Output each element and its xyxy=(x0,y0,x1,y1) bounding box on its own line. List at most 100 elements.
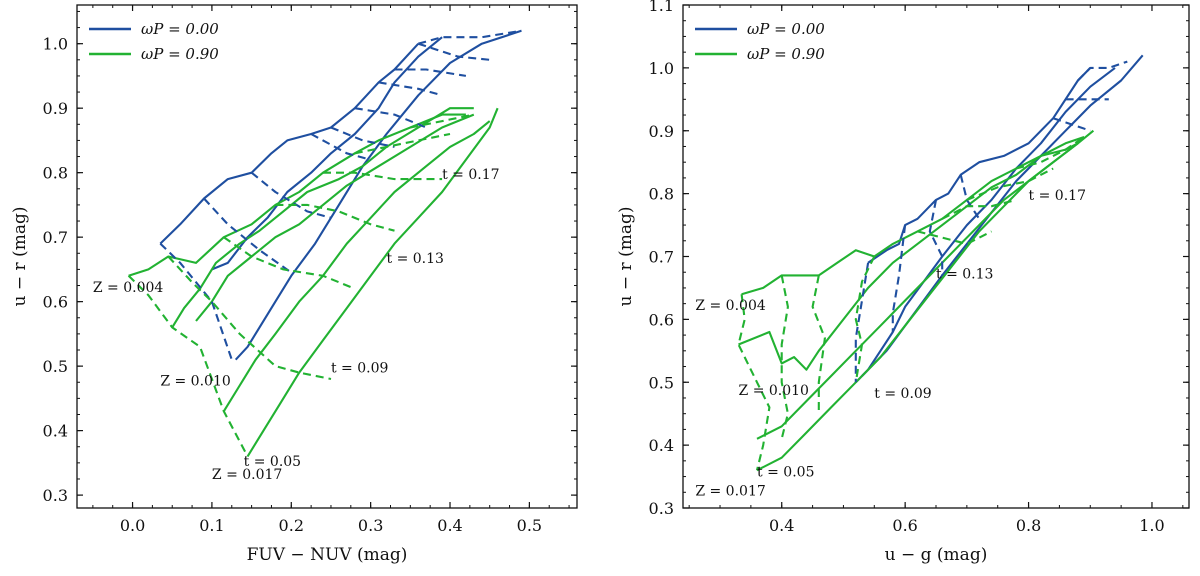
left-y-tick-label: 0.8 xyxy=(43,164,68,183)
left-x-tick-label: 0.4 xyxy=(437,516,462,535)
right-series-line-10 xyxy=(959,174,981,220)
left-series-line-23 xyxy=(354,132,451,155)
right-series-line-13 xyxy=(1077,60,1128,82)
left-series-group xyxy=(127,29,522,457)
right-series-line-5 xyxy=(756,129,1095,472)
right-annotation: t = 0.13 xyxy=(936,267,993,283)
right-y-tick-label: 0.3 xyxy=(649,499,674,518)
left-series-line-19 xyxy=(167,255,332,381)
left-series-line-12 xyxy=(330,126,395,148)
left-annotation: Z = 0.017 xyxy=(212,467,282,483)
left-legend: ωP = 0.00 ωP = 0.90 xyxy=(89,20,219,63)
left-annotation: t = 0.13 xyxy=(387,251,444,267)
right-annotation: t = 0.05 xyxy=(757,465,814,481)
right-y-axis-label: u − r (mag) xyxy=(616,207,636,307)
right-y-tick-label: 1.0 xyxy=(649,59,674,78)
right-series-line-1 xyxy=(855,67,1116,384)
left-series-line-13 xyxy=(354,107,427,129)
right-annotation: Z = 0.004 xyxy=(695,298,766,314)
right-y-tick-label: 1.1 xyxy=(649,0,674,15)
left-y-tick-label: 0.9 xyxy=(43,99,68,118)
left-x-tick-label: 0.0 xyxy=(120,516,145,535)
left-y-tick-label: 0.5 xyxy=(43,357,68,376)
right-annotation: Z = 0.010 xyxy=(739,383,809,399)
left-series-line-22 xyxy=(323,171,443,181)
left-annotation: Z = 0.010 xyxy=(160,373,230,389)
left-annotation: t = 0.05 xyxy=(244,454,301,470)
left-series-line-21 xyxy=(275,203,395,232)
right-series-line-15 xyxy=(780,275,789,440)
left-y-axis-label: u − r (mag) xyxy=(10,207,30,307)
left-x-tick-label: 0.1 xyxy=(199,516,224,535)
right-series-line-7 xyxy=(854,262,870,383)
left-legend-label: ωP = 0.90 xyxy=(141,45,219,63)
left-panel: 0.0 0.1 0.2 0.3 0.4 0.5 0.3 0.4 0.5 0.6 0.7 0.8 0.9 1… xyxy=(10,4,578,565)
right-series-line-3 xyxy=(741,142,1079,296)
right-series-line-16 xyxy=(811,275,826,414)
left-series-line-20 xyxy=(223,236,356,290)
right-x-tick-label: 0.8 xyxy=(1016,516,1041,535)
left-series-line-14 xyxy=(378,81,443,97)
left-series-line-5 xyxy=(246,107,499,457)
right-series-line-11 xyxy=(1052,117,1091,132)
right-legend-label: ωP = 0.00 xyxy=(747,20,825,38)
left-x-tick-label: 0.2 xyxy=(279,516,304,535)
left-series-line-1 xyxy=(211,36,443,271)
right-annotation: t = 0.09 xyxy=(874,386,931,402)
right-legend: ωP = 0.00 ωP = 0.90 xyxy=(695,20,825,63)
right-series-line-8 xyxy=(891,224,907,332)
left-legend-label: ωP = 0.00 xyxy=(141,20,219,38)
left-series-line-6 xyxy=(195,113,475,322)
left-series-line-10 xyxy=(250,171,332,219)
left-series-line-9 xyxy=(203,197,292,274)
right-series-line-9 xyxy=(928,199,944,276)
right-x-tick-label: 1.0 xyxy=(1139,516,1164,535)
left-y-tick-label: 0.4 xyxy=(43,422,68,441)
left-x-tick-label: 0.3 xyxy=(358,516,383,535)
left-x-axis-label: FUV − NUV (mag) xyxy=(247,545,408,565)
left-annotation: t = 0.09 xyxy=(331,361,388,377)
right-series-line-6 xyxy=(756,142,1079,440)
right-series-line-17 xyxy=(854,256,876,383)
left-series-line-16 xyxy=(417,42,490,61)
left-axes-frame xyxy=(76,4,578,509)
right-series-line-14 xyxy=(737,294,771,471)
right-series-line-4 xyxy=(738,136,1085,371)
right-annotation: t = 0.17 xyxy=(1029,188,1086,204)
right-series-group xyxy=(737,54,1144,472)
left-series-line-4 xyxy=(171,107,474,328)
left-series-line-24 xyxy=(410,113,475,129)
right-y-tick-label: 0.4 xyxy=(649,436,674,455)
right-x-tick-label: 0.4 xyxy=(769,516,794,535)
right-y-tick-label: 0.6 xyxy=(649,310,674,329)
right-series-line-0 xyxy=(867,67,1092,264)
left-series-line-7 xyxy=(222,120,491,412)
right-y-tick-label: 0.9 xyxy=(649,122,674,141)
right-y-tick-label: 0.5 xyxy=(649,373,674,392)
right-x-tick-label: 0.6 xyxy=(892,516,917,535)
left-series-line-18 xyxy=(127,275,249,457)
right-x-axis-label: u − g (mag) xyxy=(885,545,988,565)
right-series-line-21 xyxy=(1015,136,1085,170)
left-series-line-15 xyxy=(394,68,467,77)
left-annotation: t = 0.17 xyxy=(442,167,499,183)
left-y-tick-label: 0.3 xyxy=(43,486,68,505)
left-series-line-8 xyxy=(159,242,233,361)
left-series-line-17 xyxy=(418,29,522,45)
left-series-line-11 xyxy=(310,133,371,161)
right-legend-label: ωP = 0.90 xyxy=(747,45,825,63)
right-annotation: Z = 0.017 xyxy=(695,483,765,499)
left-y-tick-label: 0.7 xyxy=(43,228,68,247)
left-y-tick-label: 0.6 xyxy=(43,293,68,312)
left-y-tick-label: 1.0 xyxy=(43,35,68,54)
right-y-tick-label: 0.8 xyxy=(649,185,674,204)
right-series-line-20 xyxy=(966,167,1054,201)
right-y-tick-label: 0.7 xyxy=(649,248,674,267)
right-panel: 0.4 0.6 0.8 1.0 0.3 0.4 0.5 0.6 0.7 0.8 0.9 1.0 1.1 u… xyxy=(616,0,1190,565)
left-series-line-2 xyxy=(234,29,522,361)
left-annotation: Z = 0.004 xyxy=(93,280,164,296)
right-series-line-19 xyxy=(941,198,1017,220)
right-axes-frame xyxy=(682,4,1190,509)
left-x-tick-label: 0.5 xyxy=(517,516,542,535)
